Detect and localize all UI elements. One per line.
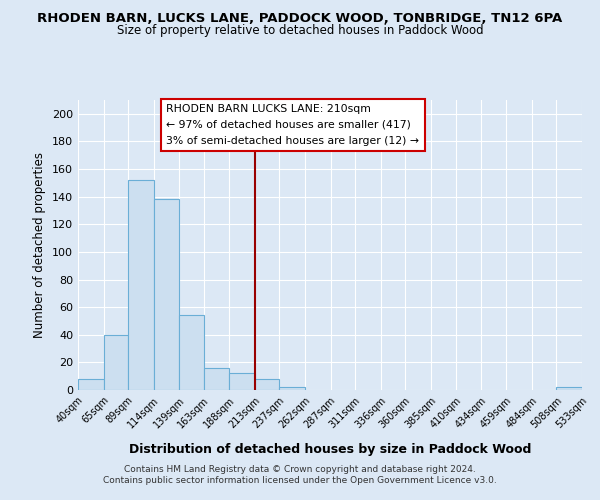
Text: Distribution of detached houses by size in Paddock Wood: Distribution of detached houses by size … — [129, 442, 531, 456]
Y-axis label: Number of detached properties: Number of detached properties — [34, 152, 46, 338]
Text: RHODEN BARN, LUCKS LANE, PADDOCK WOOD, TONBRIDGE, TN12 6PA: RHODEN BARN, LUCKS LANE, PADDOCK WOOD, T… — [37, 12, 563, 26]
Bar — [179, 316, 204, 390]
Bar — [280, 387, 305, 390]
Text: Contains public sector information licensed under the Open Government Licence v3: Contains public sector information licen… — [103, 476, 497, 485]
Text: Size of property relative to detached houses in Paddock Wood: Size of property relative to detached ho… — [116, 24, 484, 37]
Text: RHODEN BARN LUCKS LANE: 210sqm
← 97% of detached houses are smaller (417)
3% of : RHODEN BARN LUCKS LANE: 210sqm ← 97% of … — [166, 104, 419, 146]
Bar — [78, 379, 104, 390]
Bar — [229, 374, 255, 390]
Bar — [104, 335, 128, 390]
Text: Contains HM Land Registry data © Crown copyright and database right 2024.: Contains HM Land Registry data © Crown c… — [124, 465, 476, 474]
Bar — [128, 180, 154, 390]
Bar — [204, 368, 229, 390]
Bar — [154, 200, 179, 390]
Bar — [556, 387, 582, 390]
Bar — [255, 379, 280, 390]
